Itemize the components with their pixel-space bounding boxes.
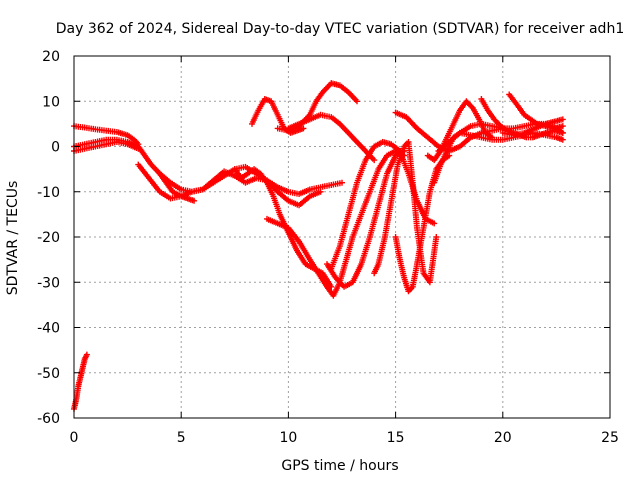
y-tick-label: -30 (37, 275, 60, 291)
x-tick-label: 15 (387, 430, 405, 446)
y-tick-label: -40 (37, 321, 60, 337)
axis-ticks: 0 5 10 15 20 25 -60 -50 -40 -30 -20 -10 0 10 20 (37, 49, 619, 446)
y-tick-label: 20 (42, 49, 60, 65)
series-markers (274, 80, 360, 134)
grid-lines (74, 56, 610, 418)
series-markers (371, 139, 440, 286)
x-tick-label: 10 (279, 430, 297, 446)
y-tick-label: -50 (37, 366, 60, 382)
series-s9 (285, 111, 378, 164)
x-tick-label: 0 (70, 430, 79, 446)
data-series (71, 80, 566, 412)
chart-title: Day 362 of 2024, Sidereal Day-to-day VTE… (56, 21, 624, 37)
y-tick-label: 10 (42, 94, 60, 110)
y-axis-label: SDTVAR / TECUs (5, 181, 21, 296)
x-axis-label: GPS time / hours (281, 458, 398, 474)
series-s22 (499, 116, 566, 139)
series-markers (499, 116, 566, 139)
y-tick-label: -20 (37, 230, 60, 246)
series-s14 (371, 139, 440, 286)
x-tick-label: 20 (494, 430, 512, 446)
series-markers (324, 148, 408, 290)
series-s8 (274, 80, 360, 134)
series-s12 (324, 148, 408, 290)
y-tick-label: 0 (51, 140, 60, 156)
x-tick-label: 5 (177, 430, 186, 446)
x-tick-label: 25 (601, 430, 619, 446)
y-tick-label: -60 (37, 411, 60, 427)
series-markers (156, 163, 324, 209)
y-tick-label: -10 (37, 185, 60, 201)
series-s6 (156, 163, 324, 209)
series-markers (285, 111, 378, 164)
